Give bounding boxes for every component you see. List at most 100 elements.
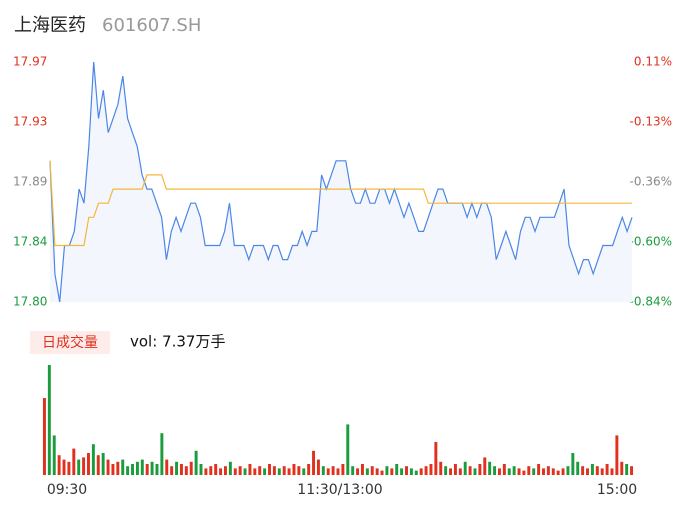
y2-tick-label: -0.84% [630,295,672,309]
volume-bar [179,464,183,475]
volume-bar [189,461,193,475]
volume-bar [199,464,203,475]
volume-bar [248,464,252,475]
volume-bar [57,455,61,475]
volume-bar [586,468,589,475]
volume-bar [390,468,394,475]
y2-tick-label: 0.11% [634,55,672,69]
volume-bar [605,464,609,475]
volume-bar [194,450,198,475]
volume-bar [321,466,325,475]
volume-bar [175,461,179,475]
volume-bar [224,466,227,475]
volume-bar [121,459,125,475]
volume-bar [135,461,139,475]
volume-bar [184,466,188,475]
volume-bar [101,453,105,475]
volume-bar [463,461,467,475]
volume-bar [625,464,629,475]
y-tick-label: 17.80 [13,295,47,309]
volume-bar [424,466,428,475]
volume-bar [150,461,154,475]
volume-bar [307,464,311,475]
volume-bar [478,464,482,475]
volume-bar [409,468,413,475]
volume-bar [282,466,286,475]
volume-bar [341,464,345,475]
volume-bar [419,468,423,475]
volume-bar [439,461,443,475]
volume-bar [370,466,374,475]
volume-bar [116,461,120,475]
y-tick-label: 17.93 [13,115,47,129]
x-tick-label: 11:30/13:00 [297,482,382,498]
volume-bar [42,398,46,475]
volume-bar [96,455,100,475]
volume-bar [405,466,408,475]
volume-bar [512,466,516,475]
volume-bar [561,468,565,475]
y-tick-label: 17.89 [13,175,47,189]
volume-bar [277,468,281,475]
y2-tick-label: -0.13% [630,115,672,129]
price-area [50,62,632,302]
volume-bar [111,464,115,475]
volume-bar [204,468,208,475]
volume-bar [263,468,267,475]
volume-bar [571,453,575,475]
volume-bar [326,468,330,475]
volume-bar [590,464,594,475]
volume-bar [209,466,213,475]
volume-bar [429,464,433,475]
volume-bar [483,457,487,475]
volume-bar [214,464,218,475]
price-line [49,61,633,303]
volume-bar [527,466,531,475]
volume-bar [62,459,66,475]
volume-bar [497,468,501,475]
volume-bar [546,466,550,475]
volume-bar [551,468,555,475]
y-tick-label: 17.84 [13,235,47,249]
volume-bar [537,464,541,475]
x-tick-label: 09:30 [47,482,87,498]
x-tick-label: 15:00 [597,482,637,498]
volume-bar [375,468,379,475]
volume-bar [615,435,619,475]
volume-bar [532,468,536,475]
volume-bar [566,466,570,475]
y-tick-label: 17.97 [13,55,47,69]
volume-bar [140,459,144,475]
volume-bar [219,468,223,475]
volume-bar [600,468,604,475]
volume-bar [468,466,472,475]
volume-total: vol: 7.37万手 [130,333,225,351]
volume-label: 日成交量 [42,334,98,351]
volume-bar [302,468,306,475]
volume-bar [473,468,477,475]
volume-bar [316,459,320,475]
volume-bar [145,464,149,475]
volume-bar [542,468,545,475]
volume-bar [365,468,369,475]
volume-bar [360,464,364,475]
volume-bar [336,468,340,475]
volume-bar [52,435,56,475]
volume-bar [155,464,159,475]
stock-name: 上海医药 [14,15,86,36]
volume-bar [91,444,95,475]
volume-bar [488,461,492,475]
volume-bar [233,468,237,475]
volume-bar [228,461,232,475]
volume-bar [272,466,276,475]
y2-tick-label: -0.36% [630,175,672,189]
volume-bar [253,468,257,475]
volume-bar [444,466,448,475]
volume-bar [47,365,51,475]
volume-bar [414,470,418,475]
volume-bar [77,459,81,475]
volume-bar [380,470,384,475]
volume-bar [106,459,110,475]
volume-bar [502,464,506,475]
volume-bar [87,453,90,475]
